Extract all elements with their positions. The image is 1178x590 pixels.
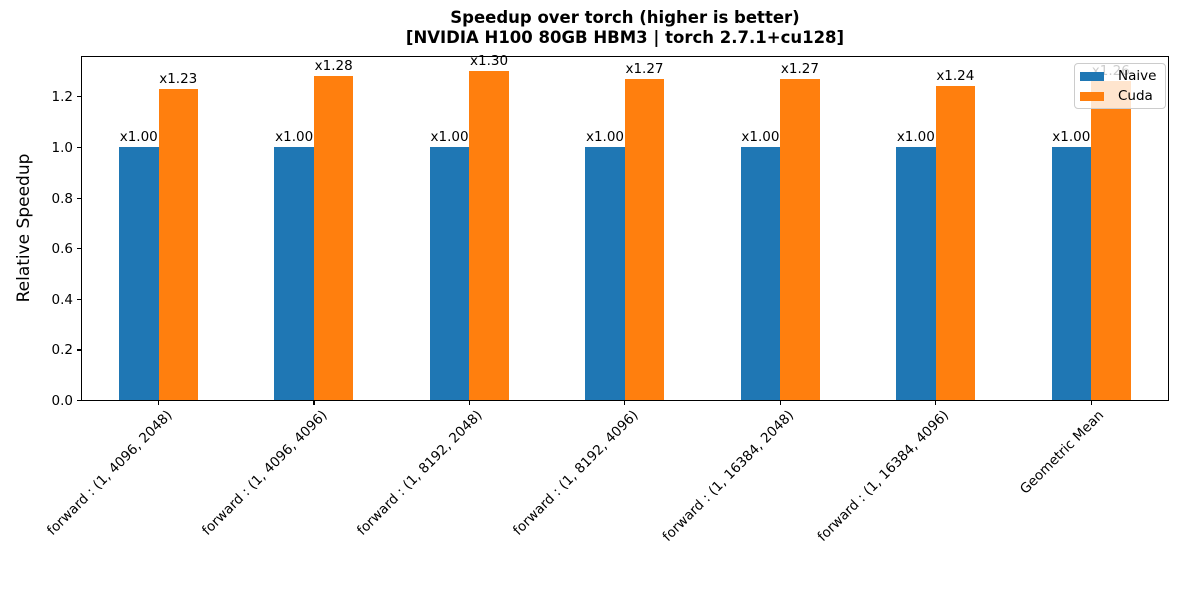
plot-area: x1.00 x1.23 x1.00 x1.28 x1.00 x1.30 x1.00 x1.27…	[81, 53, 1169, 401]
x-tick-label: forward : (1, 8192, 2048)	[354, 407, 486, 539]
y-tick-mark	[77, 197, 81, 199]
bar-cuda-6	[1091, 81, 1131, 400]
bar-cuda-3	[624, 79, 665, 400]
x-tick-mark	[624, 401, 626, 405]
y-tick-label: 0.0	[51, 393, 73, 409]
y-tick-label: 0.2	[51, 342, 73, 359]
y-tick-label: 0.8	[51, 190, 73, 207]
bar-naive-4	[740, 147, 781, 400]
y-tick-mark	[77, 400, 81, 402]
bar-cuda-4	[780, 79, 820, 400]
chart-title-line1: Speedup over torch (higher is better)	[450, 8, 800, 27]
legend-label-naive: Naive	[1118, 68, 1157, 84]
bar-naive-0	[119, 147, 159, 400]
y-axis-label: Relative Speedup	[14, 153, 34, 303]
y-tick-mark	[77, 146, 81, 149]
x-tick-label: forward : (1, 8192, 4096)	[509, 407, 642, 539]
y-tick-mark	[77, 96, 81, 98]
bar-cuda-2	[469, 71, 509, 400]
y-tick-label: 1.2	[51, 89, 73, 106]
bar-naive-2	[429, 147, 470, 400]
bar-cuda-1	[313, 76, 354, 400]
x-tick-mark	[313, 401, 315, 405]
x-tick-label: forward : (1, 16384, 2048)	[659, 407, 797, 545]
legend-label-cuda: Cuda	[1118, 88, 1153, 104]
y-tick-mark	[77, 248, 81, 250]
bar-value-label-cuda-5: x1.24	[936, 68, 975, 84]
x-tick-mark	[935, 401, 937, 405]
x-tick-label: forward : (1, 16384, 4096)	[814, 407, 953, 545]
cuda-swatch	[1080, 91, 1104, 101]
bar-value-label-naive-5: x1.00	[896, 129, 935, 145]
x-tick-mark	[158, 401, 160, 405]
y-tick-label: 0.6	[51, 241, 73, 258]
y-tick-mark	[77, 298, 81, 300]
bar-naive-3	[585, 147, 625, 400]
x-tick-label: forward : (1, 4096, 2048)	[43, 407, 176, 539]
bar-value-label-naive-0: x1.00	[119, 129, 158, 145]
bar-value-label-naive-1: x1.00	[275, 129, 314, 145]
y-tick-label: 1.0	[51, 139, 73, 156]
bar-cuda-5	[935, 86, 976, 400]
x-tick-mark	[1090, 401, 1092, 405]
bar-value-label-naive-6: x1.00	[1052, 129, 1091, 145]
bar-naive-5	[896, 147, 936, 400]
bar-value-label-cuda-0: x1.23	[159, 71, 198, 87]
x-tick-label: forward : (1, 4096, 4096)	[199, 407, 331, 539]
bar-value-label-cuda-2: x1.30	[470, 53, 509, 69]
x-tick-label: Geometric Mean	[1017, 407, 1108, 498]
bar-naive-1	[274, 147, 314, 400]
naive-swatch	[1080, 71, 1104, 81]
bar-value-label-naive-3: x1.00	[585, 129, 625, 145]
x-tick-mark	[468, 401, 471, 405]
bar-value-label-cuda-4: x1.27	[780, 61, 819, 77]
bar-cuda-0	[158, 89, 198, 400]
legend-entry-cuda: Cuda	[1080, 86, 1156, 106]
y-tick-label: 0.4	[51, 291, 73, 308]
chart-title-line2: [NVIDIA H100 80GB HBM3 | torch 2.7.1+cu1…	[405, 27, 845, 47]
legend: Naive Cuda	[1074, 63, 1167, 109]
chart-title: Speedup over torch (higher is better) [N…	[81, 8, 1169, 47]
legend-entry-naive: Naive	[1080, 66, 1156, 86]
bar-value-label-cuda-3: x1.27	[625, 61, 664, 77]
y-tick-mark	[77, 349, 81, 351]
x-tick-mark	[779, 401, 781, 405]
bar-value-label-naive-2: x1.00	[430, 129, 469, 145]
bar-value-label-cuda-1: x1.28	[314, 58, 353, 74]
bar-value-label-naive-4: x1.00	[741, 129, 780, 145]
bar-naive-6	[1051, 147, 1092, 400]
